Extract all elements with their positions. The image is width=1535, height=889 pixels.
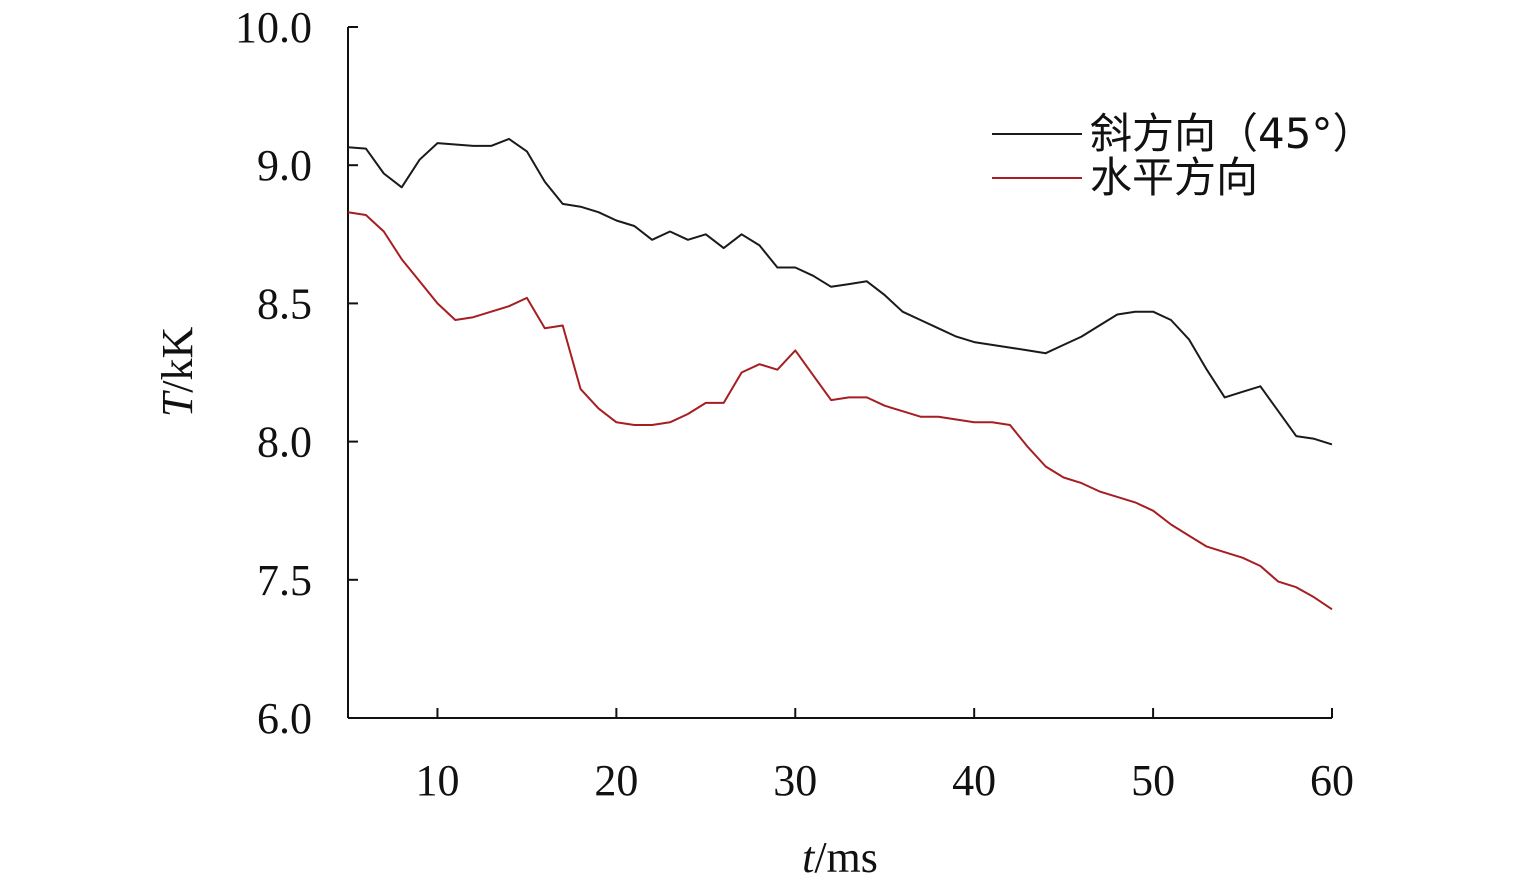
y-tick-label: 9.0 <box>257 141 312 190</box>
axes <box>347 27 1332 719</box>
legend: 斜方向（45°） 水平方向 <box>992 109 1374 202</box>
legend-label-oblique: 斜方向（45°） <box>1090 109 1374 158</box>
x-tick-label: 10 <box>415 756 459 805</box>
svg-text:T/kK: T/kK <box>153 327 202 418</box>
x-axis-title: t/ms <box>802 833 878 882</box>
y-tick-label: 10.0 <box>235 3 312 52</box>
x-axis-var: t <box>802 833 816 882</box>
svg-text:t/ms: t/ms <box>802 833 878 882</box>
x-tick-label: 20 <box>594 756 638 805</box>
x-tick-label: 60 <box>1310 756 1354 805</box>
y-ticks: 6.0 7.5 8.0 8.5 9.0 10.0 <box>235 3 358 743</box>
x-tick-label: 50 <box>1131 756 1175 805</box>
y-tick-label: 8.0 <box>257 418 312 467</box>
series-line-oblique <box>347 137 1333 446</box>
y-axis-var: T <box>153 389 202 417</box>
y-axis-title: T/kK <box>153 327 202 418</box>
y-tick-label: 7.5 <box>257 556 312 605</box>
series-layer <box>347 137 1333 611</box>
x-tick-label: 30 <box>773 756 817 805</box>
y-tick-label: 8.5 <box>257 279 312 328</box>
x-axis-unit: /ms <box>814 833 878 882</box>
x-tick-label: 40 <box>952 756 996 805</box>
y-tick-label: 6.0 <box>257 694 312 743</box>
x-ticks: 10 20 30 40 50 60 <box>415 708 1354 805</box>
y-axis-unit: /kK <box>153 327 202 393</box>
series-line-horizontal <box>347 211 1333 611</box>
legend-label-horizontal: 水平方向 <box>1090 153 1258 202</box>
